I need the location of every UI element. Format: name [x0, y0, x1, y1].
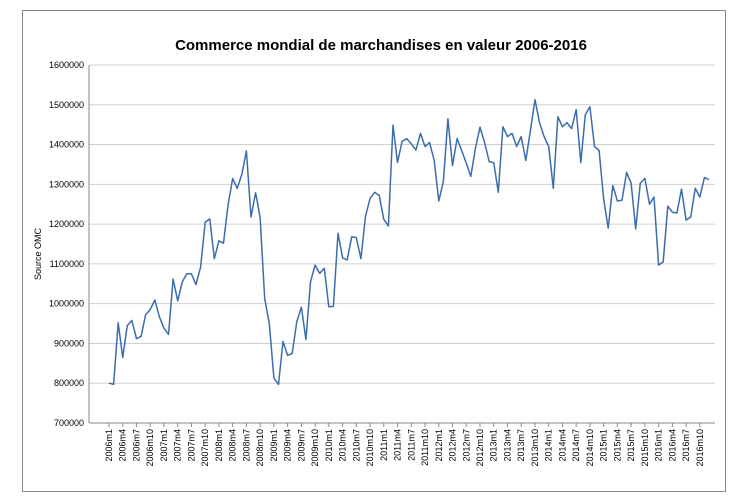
y-tick-label: 1400000 [49, 140, 84, 150]
chart-frame: Commerce mondial de marchandises en vale… [22, 10, 726, 492]
y-tick-label: 800000 [54, 378, 84, 388]
x-tick-label: 2011m1 [379, 429, 389, 461]
y-tick-label: 900000 [54, 338, 84, 348]
x-tick-label: 2015m1 [599, 429, 609, 462]
x-tick-label: 2008m1 [214, 429, 224, 462]
x-tick-label: 2012m10 [475, 429, 485, 467]
series-group [108, 98, 710, 386]
x-tick-label: 2015m10 [640, 429, 650, 467]
x-tick-label: 2016m4 [667, 429, 677, 462]
x-tick-label: 2010m4 [338, 429, 348, 462]
x-tick-label: 2008m4 [228, 429, 238, 462]
x-tick-label: 2013m7 [516, 429, 526, 462]
x-tick-label: 2014m7 [571, 429, 581, 462]
x-tick-label: 2009m1 [269, 429, 279, 462]
x-axis-ticks: 2006m1 2006m4 2006m7 2006m10 2007m1 2007m4 200… [104, 423, 705, 467]
y-tick-label: 1200000 [49, 219, 84, 229]
x-tick-label: 2006m10 [145, 429, 155, 467]
x-tick-label: 2008m10 [255, 429, 265, 467]
series-line [108, 98, 710, 386]
x-tick-label: 2012m4 [448, 429, 458, 462]
x-tick-label: 2016m1 [654, 429, 664, 462]
x-tick-label: 2009m4 [283, 429, 293, 462]
x-tick-label: 2006m4 [118, 429, 128, 462]
y-axis-label: Source OMC [33, 227, 43, 280]
y-tick-label: 1300000 [49, 179, 84, 189]
line-chart: Commerce mondial de marchandises en vale… [33, 37, 715, 467]
x-tick-label: 2012m1 [434, 429, 444, 462]
x-tick-label: 2010m10 [365, 429, 375, 467]
x-tick-label: 2011m4 [393, 429, 403, 461]
y-axis-ticks: 700000 800000 900000 1000000 1100000 1200000 1… [49, 60, 84, 428]
x-tick-label: 2014m4 [557, 429, 567, 462]
x-tick-label: 2016m10 [695, 429, 705, 467]
y-tick-label: 1100000 [50, 259, 84, 269]
y-tick-label: 1500000 [49, 100, 84, 110]
y-tick-label: 1000000 [49, 299, 84, 309]
x-tick-label: 2012m7 [461, 429, 471, 462]
x-tick-label: 2007m1 [159, 429, 169, 462]
y-tick-label: 700000 [54, 418, 84, 428]
axes [88, 65, 715, 424]
x-tick-label: 2011m7 [406, 429, 416, 461]
x-tick-label: 2013m4 [502, 429, 512, 462]
x-tick-label: 2013m10 [530, 429, 540, 467]
x-tick-label: 2009m7 [296, 429, 306, 462]
x-tick-label: 2007m4 [173, 429, 183, 462]
x-tick-label: 2006m7 [131, 429, 141, 462]
x-tick-label: 2007m10 [200, 429, 210, 467]
x-tick-label: 2013m1 [489, 429, 499, 462]
chart-title: Commerce mondial de marchandises en vale… [175, 37, 587, 54]
x-tick-label: 2014m10 [585, 429, 595, 467]
x-tick-label: 2010m7 [351, 429, 361, 462]
x-tick-label: 2009m10 [310, 429, 320, 467]
y-tick-label: 1600000 [49, 60, 84, 70]
x-tick-label: 2008m7 [241, 429, 251, 462]
x-tick-label: 2007m7 [186, 429, 196, 462]
x-tick-label: 2011m10 [420, 429, 430, 466]
x-tick-label: 2006m1 [104, 429, 114, 462]
gridlines [89, 64, 715, 384]
x-tick-label: 2015m4 [612, 429, 622, 462]
x-tick-label: 2015m7 [626, 429, 636, 462]
x-tick-label: 2010m1 [324, 429, 334, 462]
x-tick-label: 2014m1 [544, 429, 554, 462]
x-tick-label: 2016m7 [681, 429, 691, 462]
